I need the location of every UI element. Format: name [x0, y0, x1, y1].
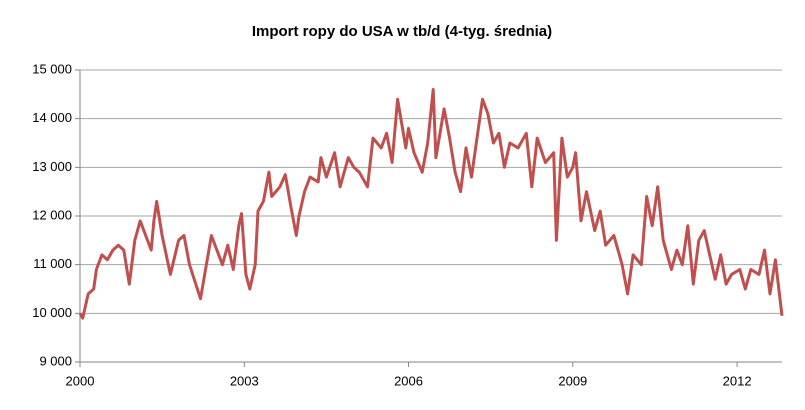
x-tick-label: 2006	[394, 373, 423, 388]
x-tick-label: 2009	[558, 373, 587, 388]
y-tick-label: 13 000	[32, 159, 72, 174]
x-tick-label: 2000	[66, 373, 95, 388]
y-tick-label: 9 000	[39, 353, 72, 368]
y-tick-label: 15 000	[32, 61, 72, 76]
x-tick-label: 2012	[723, 373, 752, 388]
chart-title: Import ropy do USA w tb/d (4-tyg. średni…	[252, 23, 552, 40]
y-tick-label: 14 000	[32, 110, 72, 125]
y-tick-label: 11 000	[33, 256, 72, 271]
y-tick-label: 12 000	[32, 207, 72, 222]
line-series	[78, 88, 784, 320]
y-tick-label: 10 000	[32, 305, 72, 320]
x-tick-label: 2003	[230, 373, 259, 388]
